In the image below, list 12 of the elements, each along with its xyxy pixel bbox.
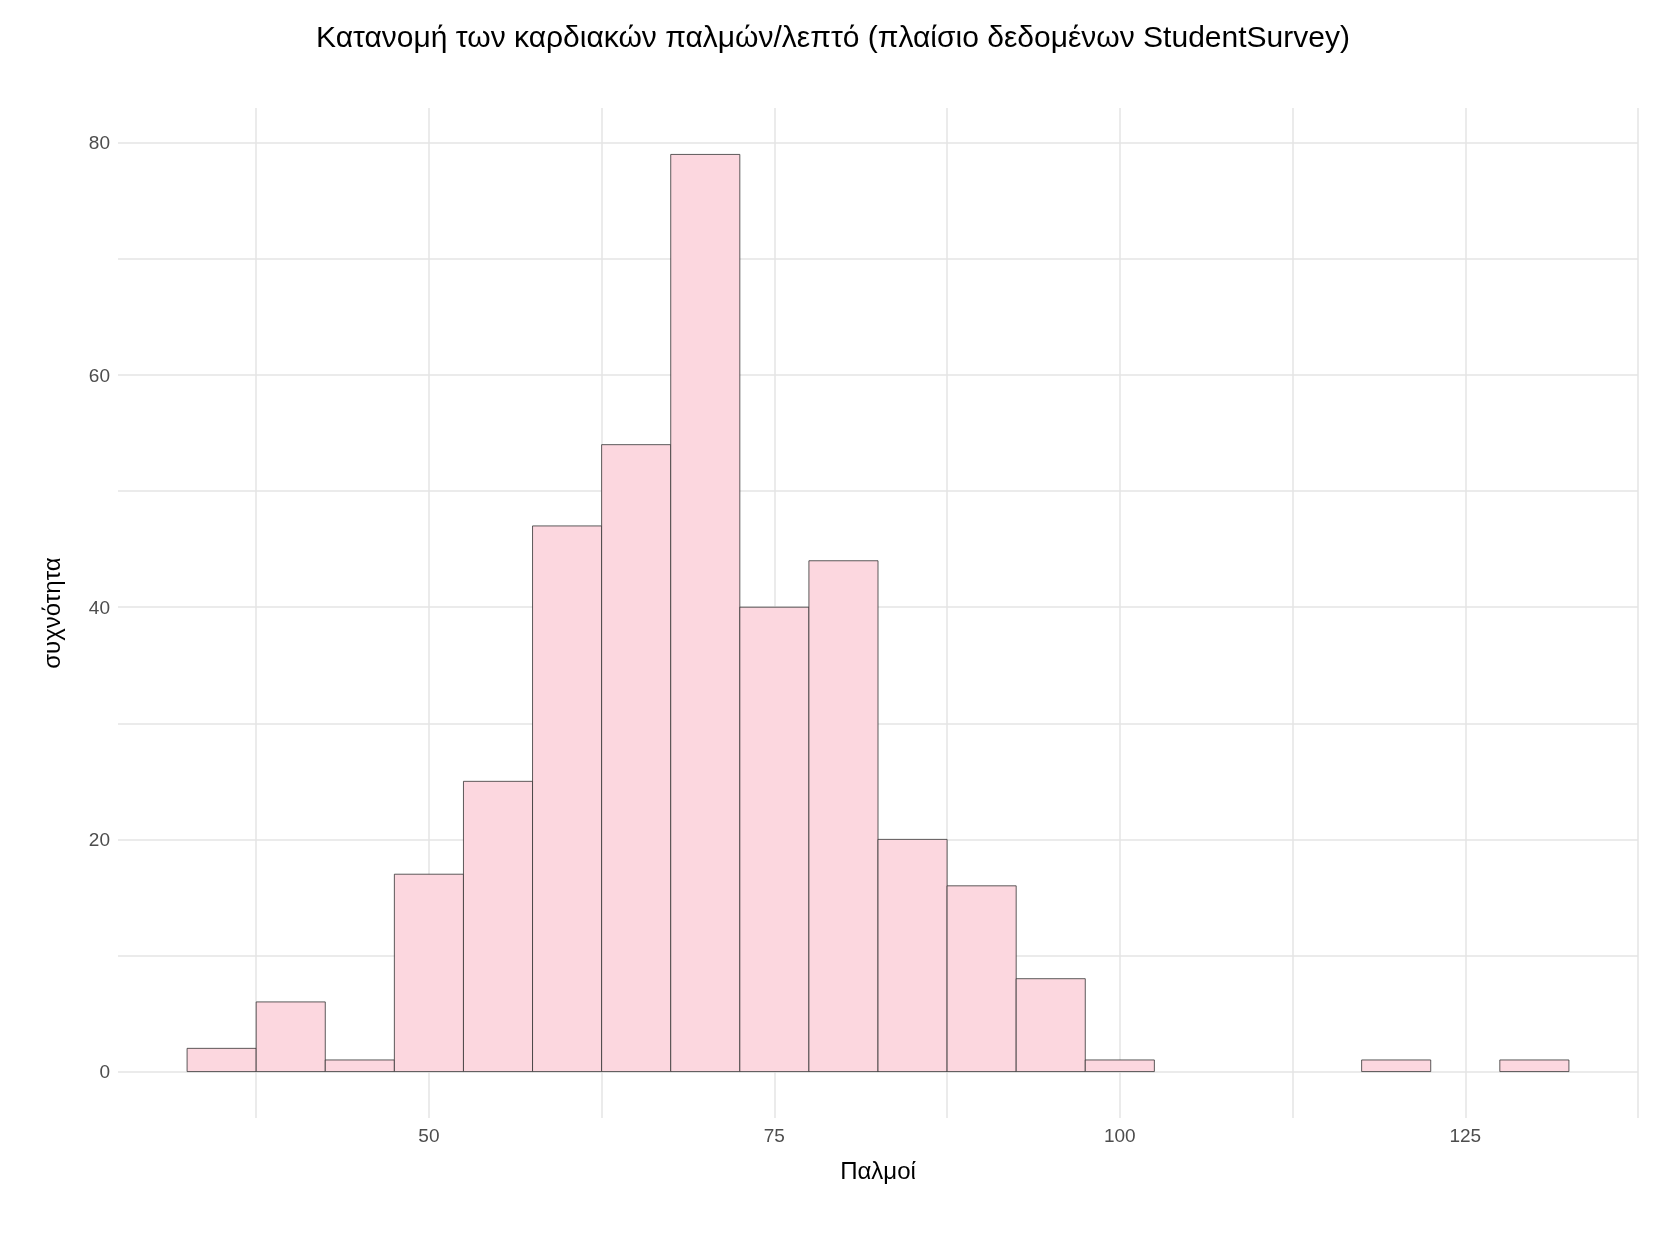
- y-tick-label: 80: [88, 132, 110, 154]
- x-tick-label: 75: [763, 1125, 785, 1146]
- y-tick-label: 20: [88, 828, 110, 850]
- y-tick-label: 60: [88, 364, 110, 386]
- x-tick-label: 100: [1103, 1125, 1136, 1146]
- y-tick-label: 40: [88, 596, 110, 618]
- x-tick-label: 50: [418, 1125, 440, 1146]
- y-axis-title: συχνότητα: [37, 557, 65, 669]
- x-axis-title: Παλμοί: [840, 1156, 917, 1184]
- x-tick-label: 125: [1449, 1125, 1482, 1146]
- y-tick-label: 0: [99, 1061, 110, 1083]
- chart-title: Κατανομή των καρδιακών παλμών/λεπτό (πλαίσιο δεδομένων StudentSurvey): [316, 19, 1350, 53]
